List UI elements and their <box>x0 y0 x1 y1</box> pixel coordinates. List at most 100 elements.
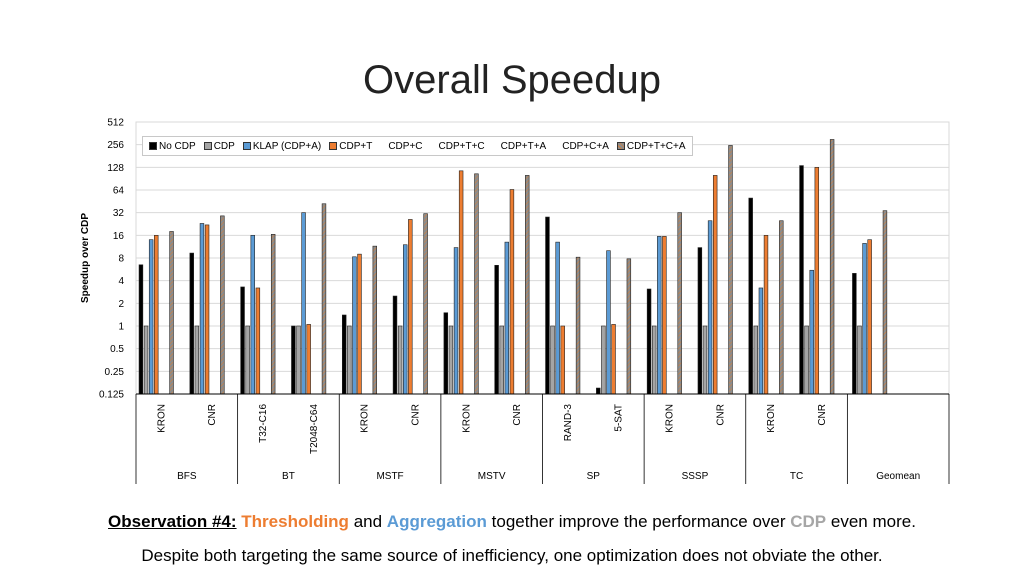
bar-cdp-t-c-a <box>829 139 835 395</box>
legend-swatch <box>149 142 157 150</box>
bar-no-cdp <box>748 197 753 395</box>
bar-cdp-t-c-a <box>220 215 225 395</box>
group-label: MSTV <box>478 471 506 482</box>
y-tick-label: 8 <box>118 254 124 265</box>
legend-item: CDP+C+A <box>554 141 609 152</box>
y-tick-label: 0.25 <box>105 367 125 378</box>
legend-item: CDP+T+C <box>431 141 485 152</box>
bar-no-cdp <box>138 264 144 395</box>
y-tick-label: 512 <box>107 118 124 129</box>
bar-cdp-t <box>763 235 769 395</box>
bar-cdp <box>651 325 657 395</box>
observation-end: even more. <box>830 512 916 531</box>
group-label: MSTF <box>376 471 403 482</box>
bar-cdp-t-c-a <box>575 256 581 395</box>
bar-cdp-t <box>814 167 820 395</box>
legend-swatch <box>616 142 625 150</box>
bar-cdp-t-c-a <box>626 258 632 395</box>
legend-swatch <box>242 142 251 150</box>
legend-item: CDP+C <box>380 141 422 152</box>
legend-item: CDP+T+A <box>493 141 547 152</box>
observation-aggregation: Aggregation <box>386 512 487 531</box>
y-tick-label: 1 <box>118 322 124 333</box>
bar-klap-cdp-a- <box>250 235 255 395</box>
group-label: SP <box>587 471 601 482</box>
bar-cdp <box>194 325 200 395</box>
observation-thresholding: Thresholding <box>241 512 349 531</box>
x-category-label: T2048-C64 <box>309 404 320 454</box>
legend-label: CDP+C <box>388 140 423 152</box>
bar-cdp-t <box>357 253 362 395</box>
legend-label: CDP+T <box>339 140 373 152</box>
bar-cdp <box>448 325 454 395</box>
bar-no-cdp <box>341 314 347 395</box>
bar-cdp <box>857 325 862 395</box>
bar-cdp <box>499 325 504 395</box>
bar-cdp-t <box>458 170 464 395</box>
bar-no-cdp <box>799 165 804 395</box>
bar-cdp <box>397 325 403 395</box>
bar-cdp-t <box>611 324 616 395</box>
x-category-label: CNR <box>715 404 726 426</box>
bar-cdp-t-c-a <box>728 145 733 395</box>
x-category-label: KRON <box>766 404 777 433</box>
bar-cdp <box>143 325 149 395</box>
bar-klap-cdp-a- <box>403 244 408 395</box>
bar-klap-cdp-a- <box>707 220 713 395</box>
bar-cdp <box>347 325 352 395</box>
bar-cdp-t-c-a <box>882 210 888 395</box>
legend-label: CDP <box>213 140 235 152</box>
bar-klap-cdp-a- <box>657 236 662 395</box>
x-category-label: RAND-3 <box>563 404 574 442</box>
legend-item: CDP+T <box>329 141 372 152</box>
y-tick-label: 32 <box>113 208 125 219</box>
y-tick-label: 4 <box>118 276 124 287</box>
bar-klap-cdp-a- <box>606 250 611 395</box>
bar-cdp-t <box>204 224 210 395</box>
bar-cdp-t <box>509 189 515 395</box>
y-axis-label: Speedup over CDP <box>80 213 91 303</box>
observation-label: Observation #4: <box>108 512 237 531</box>
y-tick-label: 0.125 <box>99 390 124 401</box>
bar-cdp-t-c-a <box>779 220 784 395</box>
bar-klap-cdp-a- <box>199 223 205 395</box>
bar-no-cdp <box>443 312 449 395</box>
y-tick-label: 64 <box>113 186 125 197</box>
x-category-label: CNR <box>410 404 421 426</box>
legend-item: CDP <box>203 140 235 152</box>
x-category-label: T32-C16 <box>258 404 269 443</box>
observation-cdp: CDP <box>790 512 827 531</box>
observation-and: and <box>353 512 383 531</box>
group-label: BFS <box>177 471 197 482</box>
bar-cdp-t <box>560 325 565 395</box>
bar-cdp-t-c-a <box>270 234 276 395</box>
x-category-label: KRON <box>156 404 167 433</box>
y-tick-labels: 0.125 0.25 0.5 1 2 4 8 16 32 64 128 256 512 <box>99 118 124 401</box>
speedup-bar-chart: 0.125 0.25 0.5 1 2 4 8 16 32 64 128 256 512 KRON CNR B… <box>80 118 950 484</box>
bar-cdp <box>702 325 708 395</box>
bar-klap-cdp-a- <box>555 241 560 395</box>
x-category-label: KRON <box>461 404 472 433</box>
bar-no-cdp <box>697 247 703 395</box>
bar-cdp-t-c-a <box>677 212 682 395</box>
bars <box>138 139 888 395</box>
bar-cdp-t <box>154 235 159 395</box>
bar-cdp <box>245 325 250 395</box>
legend-label: CDP+T+C <box>438 140 485 152</box>
legend-label: No CDP <box>159 140 196 152</box>
bar-cdp-t-c-a <box>321 203 327 395</box>
bar-cdp <box>804 325 809 395</box>
bar-cdp <box>550 325 555 395</box>
group-label: Geomean <box>876 471 920 482</box>
bar-no-cdp <box>646 288 652 395</box>
bar-cdp <box>753 325 758 395</box>
bar-klap-cdp-a- <box>352 256 357 395</box>
observation-text: Observation #4: Thresholding and Aggrega… <box>0 512 1024 532</box>
legend-item: CDP+T+C+A <box>616 141 686 152</box>
legend-label: CDP+T+A <box>500 140 547 152</box>
x-category-label: KRON <box>665 404 676 433</box>
bar-cdp-t-c-a <box>474 173 479 395</box>
y-tick-label: 2 <box>118 299 124 310</box>
bar-no-cdp <box>596 387 601 395</box>
bar-no-cdp <box>392 295 398 395</box>
